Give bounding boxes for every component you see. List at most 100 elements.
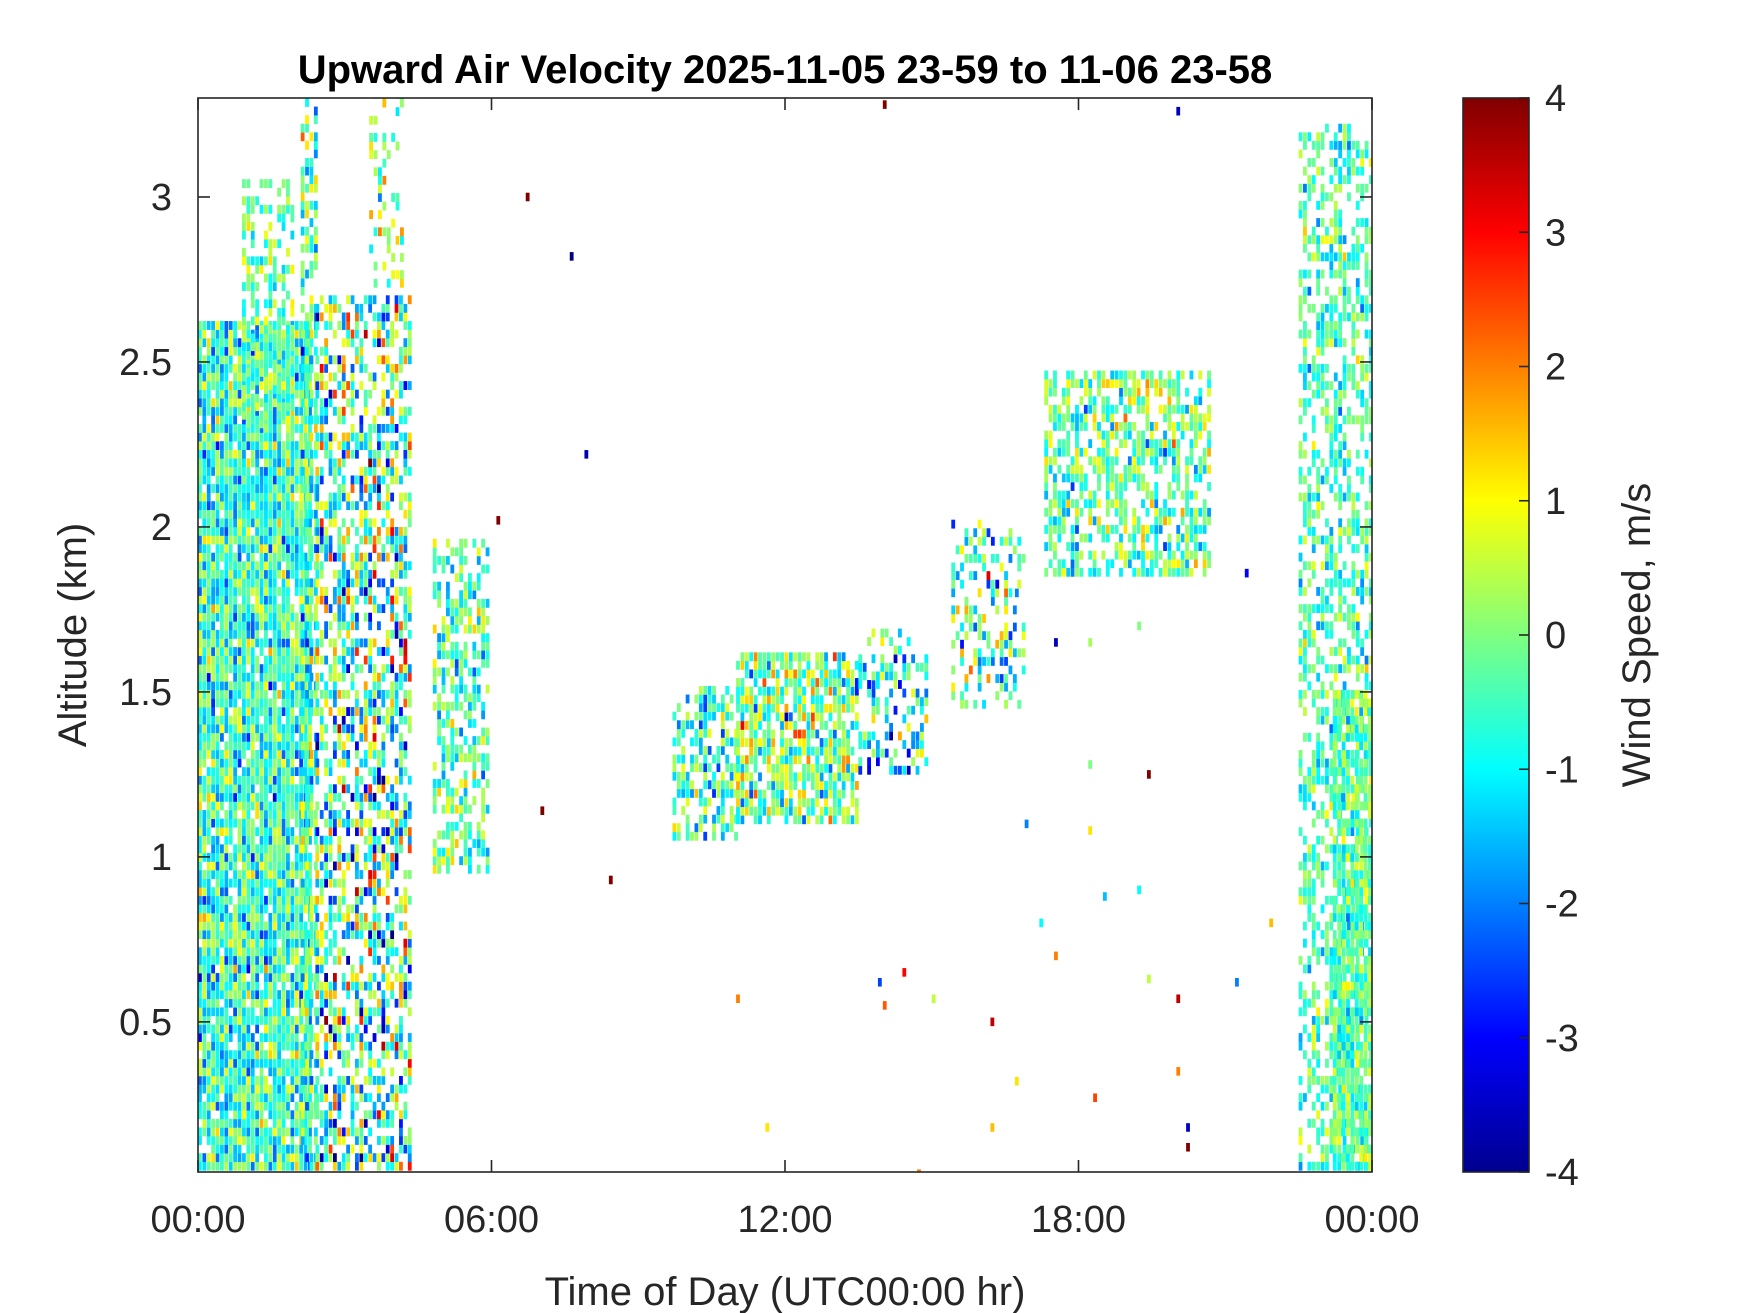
heatmap-cell bbox=[797, 789, 802, 799]
chart-title: Upward Air Velocity 2025-11-05 23-59 to … bbox=[298, 48, 1273, 92]
heatmap-cell bbox=[264, 981, 268, 991]
heatmap-cell bbox=[432, 761, 437, 771]
heatmap-cell bbox=[228, 921, 233, 931]
heatmap-cell bbox=[337, 947, 342, 957]
heatmap-cell bbox=[341, 912, 346, 922]
heatmap-cell bbox=[237, 1127, 242, 1137]
heatmap-cell bbox=[472, 538, 477, 548]
heatmap-cell bbox=[341, 775, 346, 785]
heatmap-cell bbox=[736, 798, 740, 808]
heatmap-cell bbox=[359, 363, 364, 373]
heatmap-cell bbox=[346, 689, 351, 699]
heatmap-cell bbox=[281, 1067, 286, 1077]
heatmap-cell bbox=[359, 355, 364, 365]
heatmap-cell bbox=[272, 629, 277, 639]
heatmap-cell bbox=[264, 333, 268, 343]
heatmap-cell bbox=[341, 415, 346, 425]
heatmap-cell bbox=[303, 938, 308, 948]
heatmap-cell bbox=[255, 724, 260, 734]
heatmap-cell bbox=[228, 432, 233, 442]
heatmap-cell bbox=[268, 1093, 273, 1103]
heatmap-cell bbox=[788, 763, 793, 773]
heatmap-cell bbox=[259, 767, 264, 777]
heatmap-cell bbox=[390, 870, 395, 879]
heatmap-cell bbox=[294, 904, 299, 914]
heatmap-cell bbox=[294, 647, 299, 656]
heatmap-cell bbox=[202, 372, 207, 382]
heatmap-cell bbox=[264, 707, 268, 716]
heatmap-cell bbox=[319, 475, 324, 485]
heatmap-cell bbox=[290, 810, 295, 819]
heatmap-cell bbox=[359, 1050, 364, 1060]
heatmap-cell bbox=[729, 814, 734, 824]
heatmap-cell bbox=[385, 998, 390, 1008]
heatmap-cell bbox=[259, 930, 264, 940]
heatmap-cell bbox=[259, 264, 264, 274]
heatmap-cell bbox=[372, 724, 377, 734]
heatmap-cell bbox=[255, 664, 260, 674]
heatmap-cell bbox=[372, 912, 377, 922]
heatmap-cell bbox=[802, 772, 806, 782]
heatmap-cell bbox=[268, 844, 273, 854]
heatmap-cell bbox=[378, 227, 382, 237]
heatmap-cell bbox=[305, 638, 309, 648]
heatmap-cell bbox=[363, 1153, 368, 1163]
heatmap-cell bbox=[385, 1015, 390, 1025]
heatmap-cell bbox=[468, 753, 472, 763]
heatmap-cell bbox=[233, 964, 238, 974]
heatmap-cell bbox=[802, 798, 806, 808]
heatmap-cell bbox=[237, 1075, 242, 1085]
heatmap-cell bbox=[237, 672, 242, 682]
heatmap-cell bbox=[250, 741, 255, 751]
heatmap-cell bbox=[250, 930, 255, 940]
heatmap-cell bbox=[740, 798, 745, 808]
heatmap-cell bbox=[268, 501, 273, 511]
heatmap-cell bbox=[399, 1144, 403, 1154]
heatmap-cell bbox=[246, 385, 251, 394]
heatmap-cell bbox=[399, 835, 403, 845]
heatmap-cell bbox=[272, 449, 277, 459]
heatmap-cell bbox=[391, 218, 396, 228]
heatmap-cell bbox=[363, 852, 368, 862]
heatmap-cell bbox=[206, 1084, 211, 1094]
heatmap-cell bbox=[300, 132, 305, 142]
heatmap-cell bbox=[246, 256, 251, 266]
heatmap-cell bbox=[290, 1075, 295, 1085]
heatmap-cell bbox=[372, 947, 377, 957]
heatmap-cell bbox=[264, 273, 268, 283]
heatmap-cell bbox=[363, 501, 368, 511]
heatmap-cell bbox=[771, 652, 776, 662]
heatmap-cell bbox=[224, 1007, 229, 1017]
heatmap-cell bbox=[259, 612, 264, 622]
heatmap-cell bbox=[303, 612, 308, 622]
heatmap-cell bbox=[363, 724, 368, 734]
heatmap-cell bbox=[255, 475, 260, 485]
heatmap-cell bbox=[390, 990, 395, 1000]
heatmap-cell bbox=[277, 1093, 282, 1103]
heatmap-cell bbox=[485, 684, 490, 694]
heatmap-cell bbox=[264, 466, 268, 476]
heatmap-cell bbox=[775, 789, 780, 799]
heatmap-cell bbox=[485, 633, 490, 643]
heatmap-cell bbox=[246, 213, 251, 223]
heatmap-cell bbox=[228, 586, 233, 596]
heatmap-cell bbox=[211, 887, 216, 897]
heatmap-cell bbox=[286, 629, 290, 639]
heatmap-cell bbox=[206, 707, 211, 716]
heatmap-cell bbox=[272, 981, 277, 991]
heatmap-cell bbox=[299, 1153, 304, 1163]
heatmap-cell bbox=[363, 432, 368, 442]
heatmap-cell bbox=[286, 921, 290, 931]
heatmap-cell bbox=[211, 338, 216, 348]
heatmap-cell bbox=[220, 792, 224, 802]
heatmap-cell bbox=[246, 1024, 251, 1034]
heatmap-cell bbox=[264, 810, 268, 819]
heatmap-cell bbox=[377, 1024, 381, 1034]
heatmap-cell bbox=[268, 569, 273, 579]
heatmap-cell bbox=[268, 526, 273, 536]
heatmap-cell bbox=[294, 338, 299, 348]
heatmap-cell bbox=[377, 475, 381, 485]
heatmap-cell bbox=[294, 698, 299, 708]
heatmap-cell bbox=[224, 389, 229, 399]
heatmap-cell bbox=[309, 655, 314, 665]
